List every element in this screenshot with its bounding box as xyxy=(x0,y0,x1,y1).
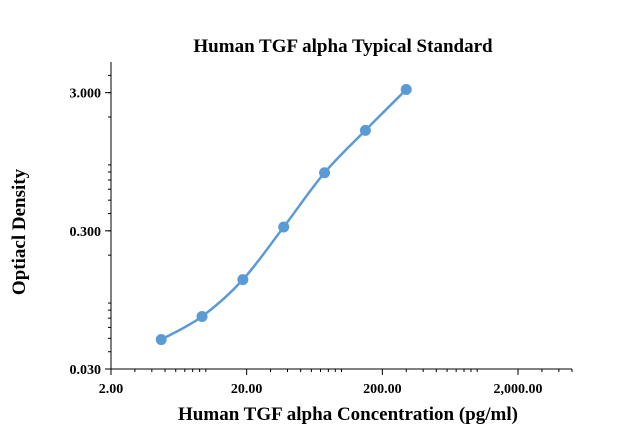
data-point xyxy=(359,124,371,136)
data-point xyxy=(237,274,249,286)
data-point xyxy=(155,334,167,346)
x-tick-label: 20.00 xyxy=(231,382,263,397)
chart-title: Human TGF alpha Typical Standard xyxy=(193,36,493,57)
data-point xyxy=(319,167,331,179)
y-axis-label: Optiacl Density xyxy=(9,168,30,295)
series-points xyxy=(155,84,412,346)
data-point xyxy=(196,310,208,322)
plot-area: 0.030 0.300 3.000 2.00 20.00 200.00 2,000.00 xyxy=(70,62,573,397)
y-tick-label: 3.000 xyxy=(70,87,102,102)
x-tick-label: 2.00 xyxy=(99,382,124,397)
y-tick-label: 0.300 xyxy=(70,225,102,240)
y-axis-ticks: 0.030 0.300 3.000 xyxy=(70,74,111,378)
data-point xyxy=(278,221,290,233)
x-axis-ticks: 2.00 20.00 200.00 2,000.00 xyxy=(99,369,573,397)
x-axis-label: Human TGF alpha Concentration (pg/ml) xyxy=(178,404,518,425)
data-point xyxy=(400,84,412,96)
y-tick-label: 0.030 xyxy=(70,363,102,378)
x-tick-label: 2,000.00 xyxy=(494,382,543,397)
x-tick-label: 200.00 xyxy=(363,382,402,397)
